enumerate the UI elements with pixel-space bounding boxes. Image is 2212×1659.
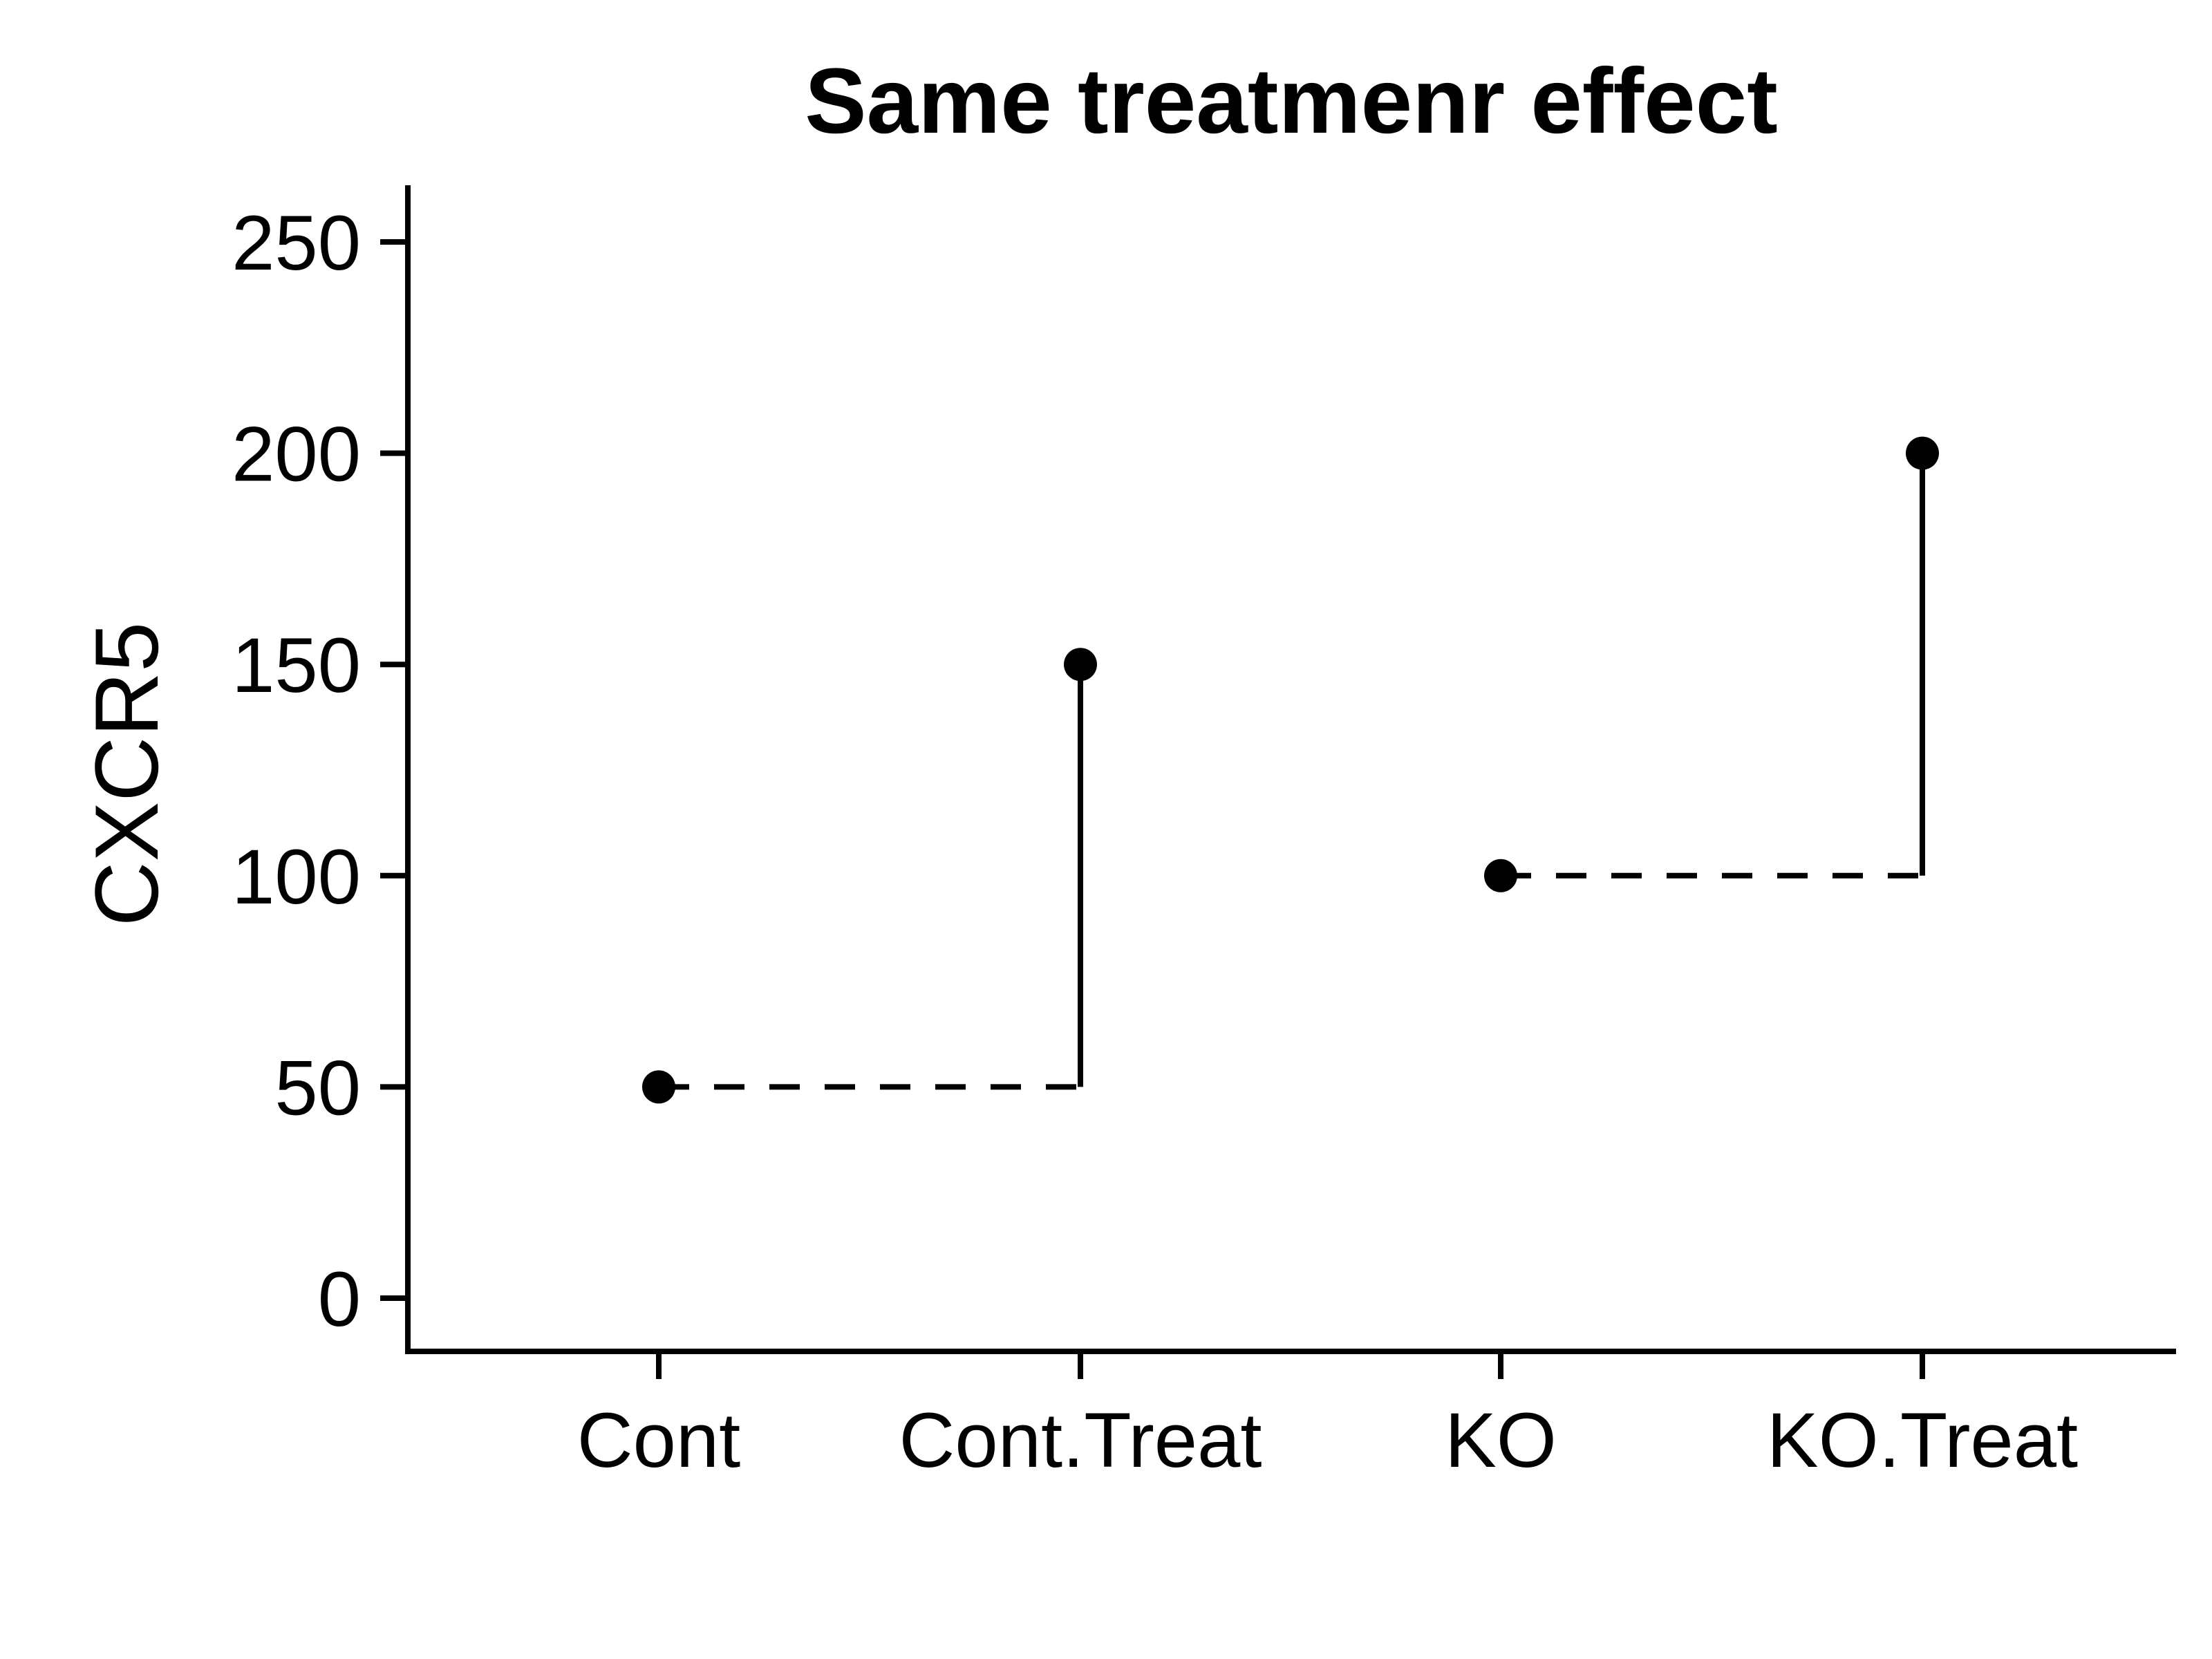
data-point-ko-treat: [1906, 436, 1939, 470]
x-axis-ticks: Cont Cont.Treat KO KO.Treat: [577, 1351, 2078, 1483]
axis-lines: [405, 185, 2176, 1354]
x-tick-label: Cont: [577, 1397, 741, 1483]
y-tick-label: 50: [274, 1044, 361, 1131]
y-tick-label: 0: [318, 1256, 361, 1342]
x-tick-label: KO: [1445, 1397, 1557, 1483]
data-points: [642, 436, 1939, 1104]
chart-title: Same treatmenr effect: [805, 50, 1778, 153]
y-tick-label: 200: [232, 411, 361, 498]
data-point-cont: [642, 1070, 675, 1104]
x-tick-label: Cont.Treat: [899, 1397, 1262, 1483]
y-tick-label: 250: [232, 200, 361, 286]
data-point-cont-treat: [1064, 648, 1097, 682]
y-tick-label: 150: [232, 622, 361, 709]
y-axis-label: CXCR5: [76, 622, 177, 927]
data-point-ko: [1484, 859, 1517, 892]
x-tick-label: KO.Treat: [1767, 1397, 2078, 1483]
y-axis-ticks: 0 50 100 150 200 250: [232, 200, 408, 1342]
y-tick-label: 100: [232, 834, 361, 920]
treatment-connectors: [659, 453, 1925, 1090]
